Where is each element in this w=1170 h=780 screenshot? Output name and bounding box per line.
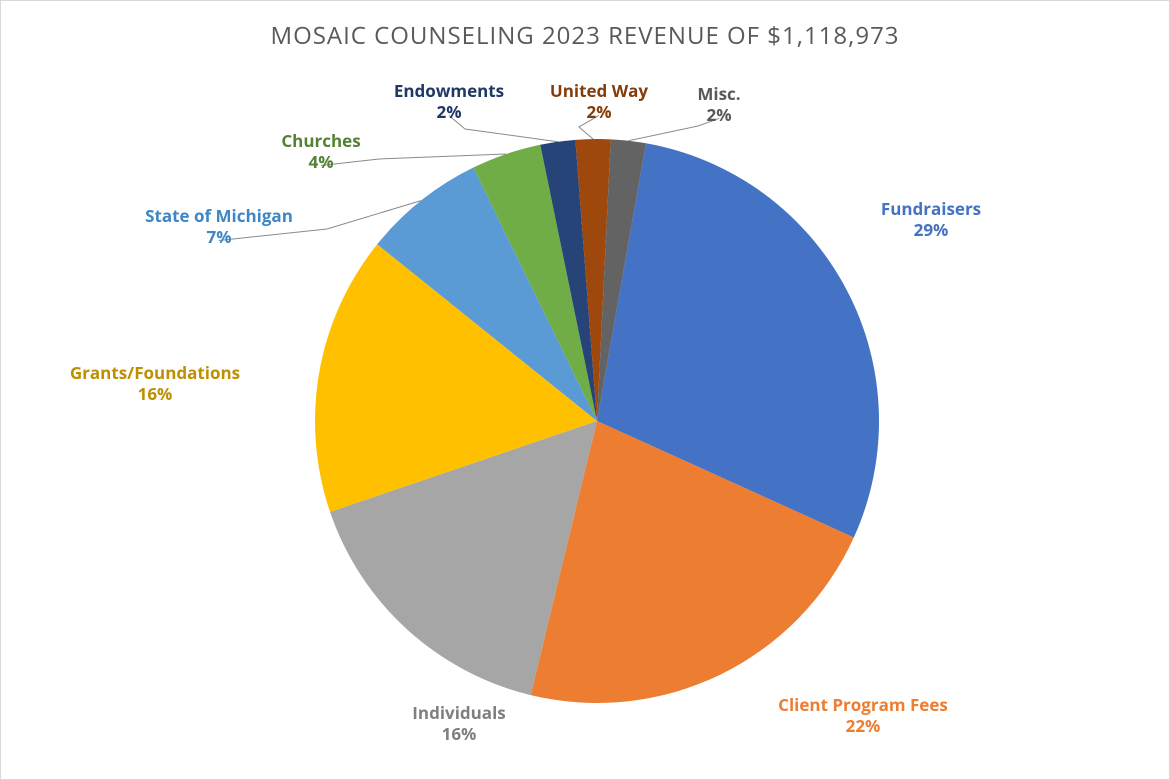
slice-label-name: Client Program Fees <box>778 694 948 715</box>
slice-label: Fundraisers29% <box>881 198 981 241</box>
chart-frame: MOSAIC COUNSELING 2023 REVENUE OF $1,118… <box>0 0 1170 780</box>
slice-label-name: Individuals <box>412 702 505 723</box>
slice-label-percent: 16% <box>412 723 505 744</box>
slice-label: State of Michigan7% <box>145 205 293 248</box>
slice-label-name: Endowments <box>394 80 504 101</box>
slice-label-percent: 4% <box>281 151 360 172</box>
slice-label: Churches4% <box>281 130 360 173</box>
slice-label-name: State of Michigan <box>145 205 293 226</box>
slice-label-name: Churches <box>281 130 360 151</box>
slice-label-name: Fundraisers <box>881 198 981 219</box>
slice-label-percent: 22% <box>778 715 948 736</box>
slice-label-name: Grants/Foundations <box>70 362 240 383</box>
slice-label-percent: 7% <box>145 226 293 247</box>
slice-label-percent: 2% <box>697 104 740 125</box>
slice-label-percent: 16% <box>70 383 240 404</box>
slice-label-percent: 2% <box>394 101 504 122</box>
slice-label: Client Program Fees22% <box>778 694 948 737</box>
slice-label: Endowments2% <box>394 80 504 123</box>
slice-label-percent: 29% <box>881 219 981 240</box>
slice-label-name: Misc. <box>697 83 740 104</box>
slice-label: Misc.2% <box>697 83 740 126</box>
slice-label-percent: 2% <box>550 101 648 122</box>
slice-label-name: United Way <box>550 80 648 101</box>
slice-label: Grants/Foundations16% <box>70 362 240 405</box>
slice-label: Individuals16% <box>412 702 505 745</box>
slice-label: United Way2% <box>550 80 648 123</box>
